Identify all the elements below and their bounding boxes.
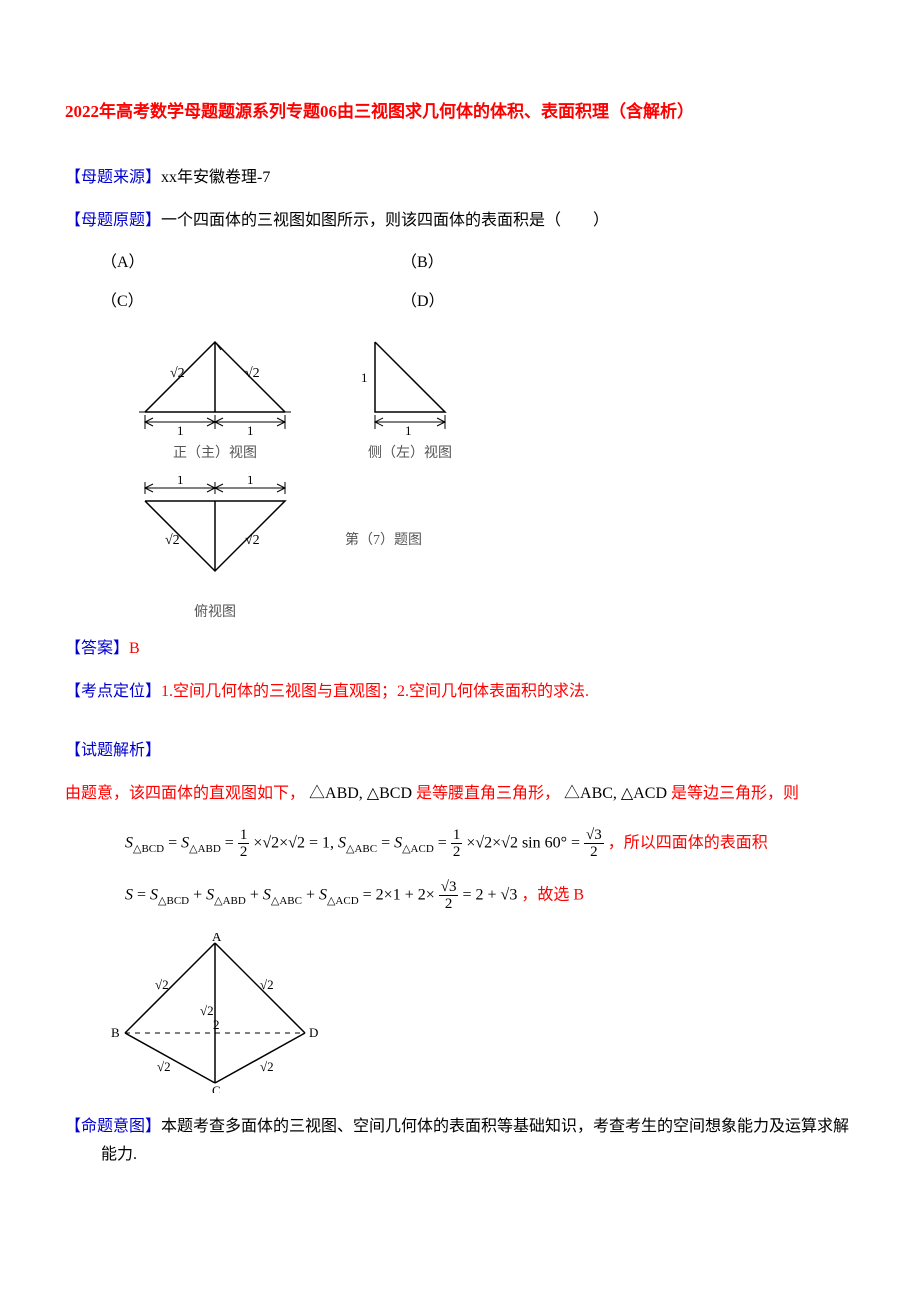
analysis-header: 【试题解析】 — [65, 737, 855, 766]
intent-line: 【命题意图】本题考查多面体的三视图、空间几何体的表面积等基础知识，考查考生的空间… — [65, 1113, 855, 1171]
front-view: √2 √2 1 1 正（主）视图 — [115, 327, 315, 466]
side-label: 侧（左）视图 — [345, 441, 475, 466]
top-view-svg: 1 1 √2 √2 — [115, 476, 315, 596]
edge-ab: √2 — [155, 977, 169, 992]
edge-bc: √2 — [157, 1059, 171, 1074]
views-row-1: √2 √2 1 1 正（主）视图 1 1 — [65, 327, 855, 466]
option-d: （D） — [401, 288, 701, 317]
exam-point-text: 1.空间几何体的三视图与直观图；2.空间几何体表面积的求法. — [161, 683, 589, 700]
side-view: 1 1 侧（左）视图 — [345, 327, 475, 466]
answer-text: B — [129, 640, 140, 657]
option-a: （A） — [101, 249, 401, 278]
front-sqrt2-left: √2 — [170, 366, 185, 381]
source-label: 【母题来源】 — [65, 169, 161, 186]
vertex-d: D — [309, 1025, 318, 1040]
tetra-svg: A B D C √2 √2 √2 2 √2 √2 — [105, 933, 325, 1093]
vertex-c: C — [212, 1083, 221, 1093]
intent-label: 【命题意图】 — [65, 1118, 161, 1135]
analysis-tri1: △ABD, △BCD — [309, 785, 412, 802]
edge-ac-up: √2 — [200, 1003, 214, 1018]
top-one-right: 1 — [247, 476, 254, 487]
q-tag-text: 第（7）题图 — [345, 533, 422, 548]
source-text: xx年安徽卷理-7 — [161, 169, 270, 186]
top-sqrt2-left: √2 — [165, 533, 180, 548]
answer-line: 【答案】B — [65, 635, 855, 664]
math-line-1: S△BCD = S△ABD = 12 ×√2×√2 = 1, S△ABC = S… — [65, 827, 855, 861]
front-sqrt2-right: √2 — [245, 366, 260, 381]
q-tag: 第（7）题图 — [345, 526, 422, 575]
page-title: 2022年高考数学母题题源系列专题06由三视图求几何体的体积、表面积理（含解析） — [65, 100, 855, 124]
analysis-tri2: △ABC, △ACD — [564, 785, 667, 802]
analysis-label: 【试题解析】 — [65, 742, 161, 759]
vertex-a: A — [212, 933, 222, 944]
top-one-left: 1 — [177, 476, 184, 487]
source-line: 【母题来源】xx年安徽卷理-7 — [65, 164, 855, 193]
original-label: 【母题原题】 — [65, 212, 161, 229]
exam-point-label: 【考点定位】 — [65, 683, 161, 700]
option-c: （C） — [101, 288, 401, 317]
edge-bd: 2 — [213, 1017, 220, 1032]
analysis-preface: 由题意，该四面体的直观图如下， △ABD, △BCD 是等腰直角三角形， △AB… — [65, 780, 855, 809]
tetra-sketch: A B D C √2 √2 √2 2 √2 √2 — [65, 933, 855, 1093]
side-one-v: 1 — [361, 370, 368, 385]
option-b: （B） — [401, 249, 701, 278]
intent-text: 本题考查多面体的三视图、空间几何体的表面积等基础知识，考查考生的空间想象能力及运… — [101, 1118, 849, 1164]
option-row-2: （C） （D） — [65, 288, 855, 317]
front-label: 正（主）视图 — [115, 441, 315, 466]
edge-ad: √2 — [260, 977, 274, 992]
analysis-preface-1: 由题意，该四面体的直观图如下， — [65, 785, 305, 802]
math-line-2-tail: ，故选 B — [521, 886, 584, 903]
original-line: 【母题原题】一个四面体的三视图如图所示，则该四面体的表面积是（ ） — [65, 207, 855, 236]
side-view-svg: 1 1 — [345, 327, 475, 437]
vertex-b: B — [111, 1025, 120, 1040]
top-view: 1 1 √2 √2 俯视图 — [115, 476, 315, 625]
math-line-2: S = S△BCD + S△ABD + S△ABC + S△ACD = 2×1 … — [65, 879, 855, 913]
front-view-svg: √2 √2 1 1 — [115, 327, 315, 437]
math-line-1-tail: ，所以四面体的表面积 — [608, 834, 768, 851]
side-one-h: 1 — [405, 423, 412, 437]
front-one-right: 1 — [247, 423, 254, 437]
top-sqrt2-right: √2 — [245, 533, 260, 548]
original-text: 一个四面体的三视图如图所示，则该四面体的表面积是（ ） — [161, 212, 609, 229]
top-label: 俯视图 — [115, 600, 315, 625]
views-row-2: 1 1 √2 √2 俯视图 第（7）题图 — [65, 476, 855, 625]
analysis-mid1: 是等腰直角三角形， — [416, 785, 560, 802]
front-one-left: 1 — [177, 423, 184, 437]
option-row-1: （A） （B） — [65, 249, 855, 278]
exam-point-line: 【考点定位】1.空间几何体的三视图与直观图；2.空间几何体表面积的求法. — [65, 678, 855, 707]
analysis-mid2: 是等边三角形，则 — [671, 785, 799, 802]
answer-label: 【答案】 — [65, 640, 129, 657]
edge-cd: √2 — [260, 1059, 274, 1074]
